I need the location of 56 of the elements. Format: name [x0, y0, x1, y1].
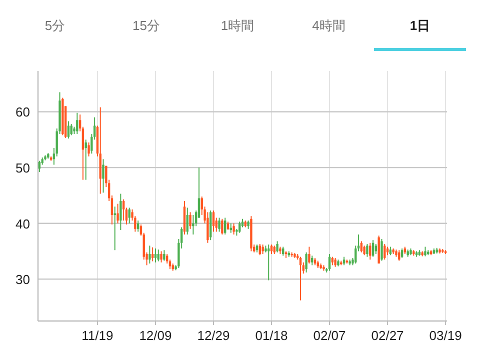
- candlestick: [120, 193, 122, 231]
- candlestick: [224, 217, 226, 236]
- candlestick: [192, 214, 194, 236]
- candlestick: [128, 207, 130, 224]
- text: 1時間: [220, 18, 254, 33]
- candlestick: [400, 248, 404, 258]
- candlestick: [424, 246, 426, 257]
- text: 1日: [410, 18, 430, 33]
- candlestick: [189, 212, 192, 230]
- candlestick: [84, 139, 87, 180]
- text: 4時間: [312, 18, 346, 33]
- candlestick: [363, 245, 366, 256]
- candlestick: [374, 243, 378, 255]
- candlestick: [311, 255, 314, 266]
- candlestick: [163, 250, 166, 262]
- x-tick-label: 02/07: [313, 328, 346, 343]
- candlestick: [366, 243, 368, 258]
- candlestick: [186, 207, 188, 236]
- x-tick-label: 03/19: [429, 328, 462, 343]
- candlestick: [154, 248, 157, 263]
- x-tick-label: 01/18: [255, 328, 288, 343]
- candlestick: [262, 244, 264, 255]
- y-tick-label: 60: [16, 104, 30, 120]
- candlestick: [136, 220, 140, 232]
- candlestick: [102, 158, 104, 194]
- candlestick: [70, 124, 72, 136]
- candlestick: [122, 198, 125, 222]
- candlestick: [221, 218, 224, 236]
- x-tick-label: 11/19: [82, 328, 114, 343]
- x-tick-label: 12/09: [139, 328, 172, 343]
- candlestick: [157, 249, 160, 262]
- candlestick: [116, 203, 119, 224]
- candlestick: [67, 120, 70, 140]
- candlestick: [218, 217, 220, 232]
- y-tick-label: 30: [16, 272, 30, 288]
- candlestick: [369, 242, 372, 260]
- x-tick-label: 12/29: [197, 328, 230, 343]
- candlestick: [308, 246, 310, 264]
- text: 15分: [132, 18, 160, 33]
- candlestick: [258, 243, 262, 256]
- text: 5分: [44, 18, 66, 33]
- candlestick: [160, 250, 162, 263]
- y-tick-label: 50: [16, 160, 30, 176]
- x-tick-label: 02/27: [371, 328, 404, 343]
- candlestick: [276, 240, 278, 253]
- candlestick: [212, 210, 215, 232]
- y-tick-label: 40: [16, 216, 30, 232]
- candlestick: [270, 244, 273, 255]
- candlestick: [151, 246, 154, 262]
- candlestick: [76, 112, 78, 135]
- candlestick: [384, 243, 386, 260]
- candlestick: [232, 222, 235, 236]
- candlestick: [380, 238, 383, 262]
- candlestick: [305, 252, 308, 273]
- candlestick: [88, 142, 90, 157]
- candlestick: [148, 245, 151, 264]
